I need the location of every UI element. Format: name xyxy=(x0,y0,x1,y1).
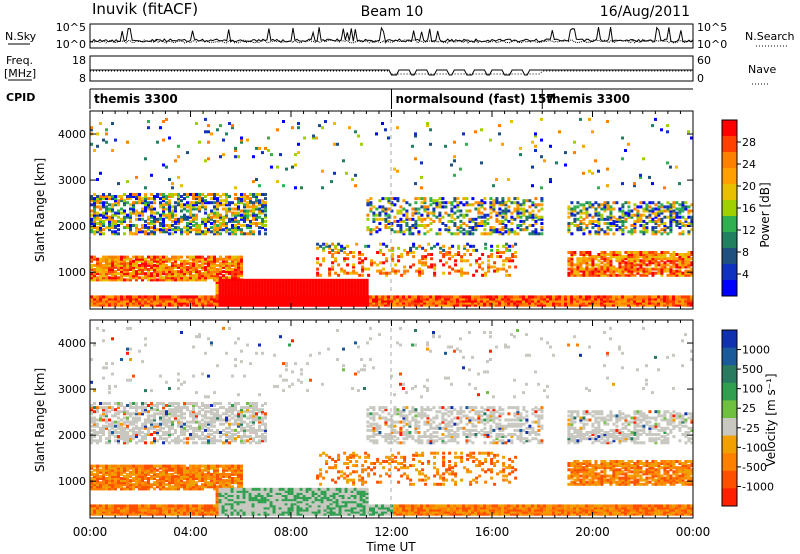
beam-title: Beam 10 xyxy=(361,4,424,20)
x-tick-label: 00:00 xyxy=(73,525,108,539)
velocity-colorbar-tick: -100 xyxy=(742,441,767,454)
noise-left-tick-top: 10^5 xyxy=(56,21,86,34)
x-tick-label: 04:00 xyxy=(173,525,208,539)
velocity-ylabel: Slant Range [km] xyxy=(33,368,47,472)
velocity-colorbar-label: Velocity [m s⁻¹] xyxy=(764,373,778,466)
freq-left-tick-top: 18 xyxy=(72,54,86,67)
power-colorbar-tick: 16 xyxy=(742,202,756,215)
cpid-label: CPID xyxy=(6,91,35,104)
nave-trace xyxy=(90,70,693,75)
power-colorbar-tick: 24 xyxy=(742,158,756,171)
x-tick-label: 00:00 xyxy=(676,525,711,539)
freq-right-tick-bottom: 0 xyxy=(697,72,704,85)
y-tick-label: 2000 xyxy=(58,429,86,442)
y-tick-label: 2000 xyxy=(58,220,86,233)
x-tick-label: 16:00 xyxy=(475,525,510,539)
velocity-colorbar-tick: -25 xyxy=(742,422,760,435)
cpid-panel: CPID themis 3300 normalsound (fast) 157th… xyxy=(6,88,693,109)
x-axis: 00:00 04:00 08:00 12:00 16:00 20:00 00:00 xyxy=(73,525,711,539)
power-panel: 1000 2000 3000 4000 Slant Range [km] 28 24 20… xyxy=(33,110,772,310)
power-colorbar-tick: 8 xyxy=(742,246,749,259)
cpid-segment-label: normalsound (fast) 157 xyxy=(396,92,555,106)
power-colorbar-label: Power [dB] xyxy=(758,182,772,247)
velocity-panel: 1000 2000 3000 4000 Slant Range [km] 1000 50… xyxy=(33,319,778,519)
y-tick-label: 1000 xyxy=(58,475,86,488)
x-tick-label: 20:00 xyxy=(575,525,610,539)
velocity-colorbar-tick: 1000 xyxy=(742,344,770,357)
station-title: Inuvik (fitACF) xyxy=(92,0,198,18)
power-ylabel: Slant Range [km] xyxy=(33,158,47,262)
freq-label-2: [MHz] xyxy=(4,67,36,80)
noise-right-tick-top: 10^5 xyxy=(697,21,727,34)
velocity-colorbar-tick: 100 xyxy=(742,383,763,396)
y-tick-label: 4000 xyxy=(58,128,86,141)
date-title: 16/Aug/2011 xyxy=(600,4,690,20)
noise-left-tick-bottom: 10^0 xyxy=(56,38,86,51)
power-colorbar-tick: 20 xyxy=(742,180,756,193)
noise-sky-label: N.Sky xyxy=(5,30,37,43)
x-tick-label: 08:00 xyxy=(274,525,309,539)
x-tick-label: 12:00 xyxy=(374,525,409,539)
frequency-panel: Freq. [MHz] 18 8 60 0 Nave xyxy=(4,54,776,85)
y-tick-label: 4000 xyxy=(58,337,86,350)
power-colorbar-tick: 12 xyxy=(742,224,756,237)
power-colorbar-tick: 28 xyxy=(742,136,756,149)
y-tick-label: 3000 xyxy=(58,174,86,187)
velocity-colorbar-tick: -500 xyxy=(742,461,767,474)
noise-right-tick-bottom: 10^0 xyxy=(697,38,727,51)
noise-panel: N.Sky 10^5 10^0 10^5 10^0 N.Search xyxy=(5,21,795,51)
y-tick-label: 3000 xyxy=(58,383,86,396)
noise-sky-trace xyxy=(89,26,694,43)
freq-right-tick-top: 60 xyxy=(697,54,711,67)
noise-search-label: N.Search xyxy=(745,30,795,43)
y-tick-label: 1000 xyxy=(58,266,86,279)
velocity-colorbar-tick: 25 xyxy=(742,402,756,415)
freq-label-1: Freq. xyxy=(6,54,33,67)
velocity-colorbar-tick: 500 xyxy=(742,363,763,376)
cpid-segment-label: themis 3300 xyxy=(546,92,630,106)
x-axis-label: Time UT xyxy=(365,540,416,554)
freq-left-tick-bottom: 8 xyxy=(79,72,86,85)
cpid-segment-label: themis 3300 xyxy=(94,92,178,106)
nave-label: Nave xyxy=(748,63,776,76)
frequency-trace xyxy=(90,69,693,76)
power-colorbar-tick: 4 xyxy=(742,268,749,281)
velocity-colorbar-tick: -1000 xyxy=(742,480,774,493)
